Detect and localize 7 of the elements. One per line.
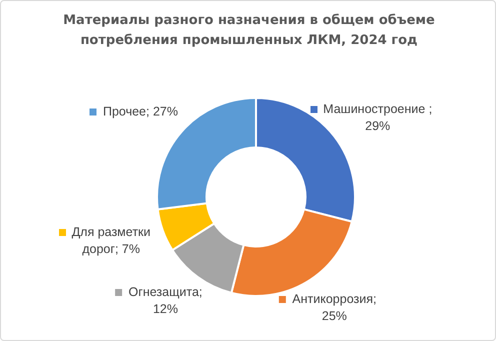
- chart-title: Материалы разного назначения в общем объеме потребления промышленных ЛКМ, 2024 год: [62, 12, 436, 50]
- legend-label: Антикоррозия: [292, 292, 374, 306]
- data-label: ; 7%: [114, 242, 140, 256]
- legend-label: Прочее: [102, 104, 146, 118]
- data-label: ; 27%: [146, 104, 178, 118]
- legend-label: Машиностроение: [323, 102, 426, 116]
- legend-label: Огнезащита: [128, 285, 199, 300]
